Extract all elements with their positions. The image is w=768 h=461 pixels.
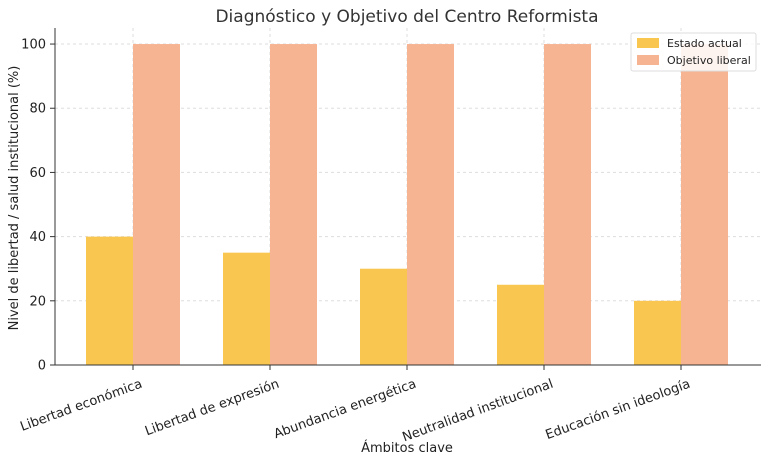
bar-objetivo-liberal-4 [544,44,591,366]
y-tick-label: 100 [21,38,46,53]
bar-estado-actual-2 [223,252,270,365]
bar-estado-actual-4 [497,284,544,365]
x-tick-label: Libertad económica [18,377,144,435]
bar-objetivo-liberal-3 [407,44,454,366]
x-tick-label: Abundancia energética [272,377,418,443]
legend-swatch-objetivo-liberal [637,55,659,65]
legend: Estado actual Objetivo liberal [630,32,757,72]
bar-objetivo-liberal-2 [270,44,317,366]
bar-estado-actual-1 [86,236,133,365]
x-tick-label: Libertad de expresión [143,377,281,440]
bar-objetivo-liberal-5 [681,44,728,366]
bar-estado-actual-3 [360,268,407,365]
y-tick-label: 20 [29,294,46,309]
legend-box [630,32,757,72]
y-tick-label: 80 [29,102,46,117]
y-tick-label: 0 [38,359,46,374]
legend-swatch-estado-actual [637,38,659,48]
x-tick-label: Educación sin ideología [544,377,693,443]
y-tick-label: 40 [29,230,46,245]
y-axis-label: Nivel de libertad / salud institucional … [7,66,22,331]
legend-label-estado-actual: Estado actual [667,37,742,50]
bar-estado-actual-5 [634,300,681,365]
y-tick-label: 60 [29,166,46,181]
y-axis-ticks: 0 20 40 60 80 100 [21,38,55,374]
chart-title: Diagnóstico y Objetivo del Centro Reform… [215,7,598,27]
axes [54,28,761,366]
bar-objetivo-liberal-1 [133,44,180,366]
legend-label-objetivo-liberal: Objetivo liberal [667,54,751,67]
bars [86,44,728,366]
x-axis-label: Ámbitos clave [361,440,453,456]
x-tick-label: Neutralidad institucional [400,377,555,446]
